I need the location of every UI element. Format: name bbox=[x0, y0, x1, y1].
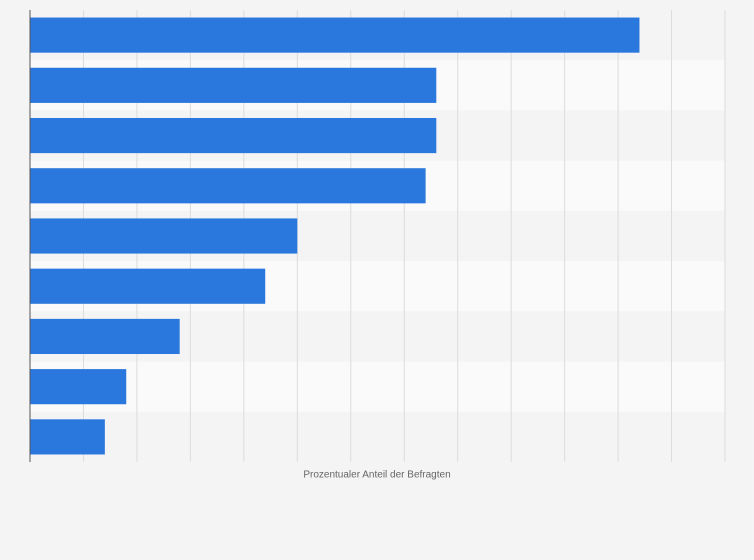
bar bbox=[30, 67, 437, 103]
bar bbox=[30, 17, 640, 53]
bar bbox=[30, 117, 437, 154]
bar bbox=[30, 419, 105, 455]
x-axis-label: Prozentualer Anteil der Befragten bbox=[303, 470, 450, 481]
bar bbox=[30, 268, 266, 304]
row-band bbox=[30, 411, 725, 462]
bar bbox=[30, 218, 298, 254]
bars bbox=[30, 17, 640, 455]
bar bbox=[30, 168, 426, 204]
row-band bbox=[30, 361, 725, 412]
bar bbox=[30, 369, 127, 405]
bar bbox=[30, 318, 180, 355]
